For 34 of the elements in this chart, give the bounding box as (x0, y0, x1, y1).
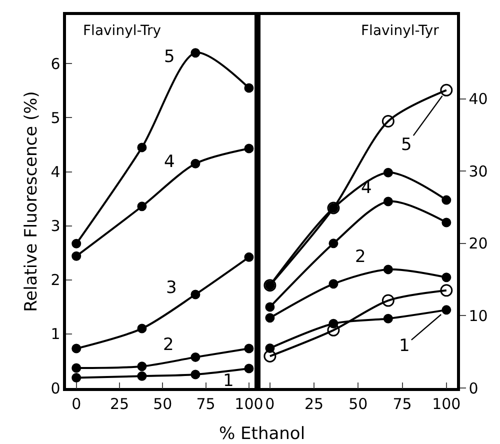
annotation: 4 (164, 152, 175, 172)
text: Flavinyl-Tyr (361, 23, 440, 39)
y-tick-label: 3 (50, 217, 60, 236)
annotation: 3 (166, 278, 177, 298)
annotation: 2 (355, 247, 366, 267)
x-tick-label: 75 (392, 394, 412, 413)
y-tick-label: 4 (50, 163, 60, 182)
y-tick-label: 20 (468, 234, 488, 253)
y-axis-title: Relative Fluorescence (%) (21, 91, 42, 312)
x-tick-label: 50 (348, 394, 368, 413)
y-tick-label: 6 (50, 54, 60, 73)
x-tick-label: 25 (110, 394, 130, 413)
x-tick-label: 25 (304, 394, 324, 413)
x-tick-label: 100 (234, 394, 264, 413)
annotation: 1 (223, 371, 234, 391)
annotation: 2 (163, 335, 174, 355)
y-tick-label: 10 (468, 306, 488, 325)
x-axis-title: % Ethanol (219, 424, 306, 444)
y-tick-label: 0 (468, 379, 478, 398)
annotation: 5 (164, 47, 175, 67)
y-tick-label: 2 (50, 271, 60, 290)
y-tick-label: 0 (50, 379, 60, 398)
x-tick-label: 75 (196, 394, 216, 413)
x-tick-label: 0 (72, 394, 82, 413)
text: Flavinyl-Try (83, 23, 162, 39)
y-tick-label: 40 (468, 90, 488, 108)
y-tick-label: 1 (50, 325, 60, 344)
x-tick-label: 0 (265, 394, 275, 413)
annotation: 5 (401, 135, 412, 155)
annotation: 1 (399, 336, 410, 356)
x-tick-label: 100 (432, 394, 461, 413)
y-tick-label: 5 (50, 108, 60, 127)
y-tick-label: 30 (468, 162, 488, 180)
x-tick-label: 50 (153, 394, 172, 413)
